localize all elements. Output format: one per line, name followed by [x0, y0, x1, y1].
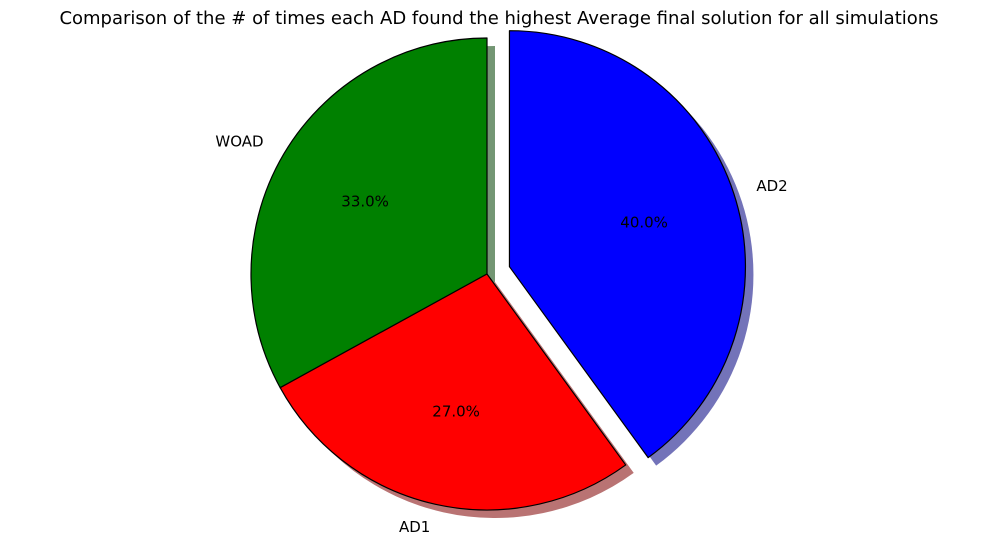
chart-title: Comparison of the # of times each AD fou…: [59, 8, 938, 29]
percent-label-ad1: 27.0%: [432, 403, 480, 421]
pie-slice-woad: [250, 37, 488, 389]
slice-label-woad: WOAD: [215, 132, 263, 150]
pie-slices: [250, 30, 746, 511]
pie-slice-ad1: [279, 273, 627, 511]
percent-label-woad: 33.0%: [341, 192, 389, 210]
slice-label-ad1: AD1: [399, 518, 430, 536]
percent-label-ad2: 40.0%: [620, 213, 668, 231]
pie-slice-ad2: [508, 30, 746, 459]
slice-label-ad2: AD2: [756, 177, 787, 195]
slice-labels: WOAD 33.0% AD1 27.0% AD2 40.0%: [215, 132, 787, 535]
